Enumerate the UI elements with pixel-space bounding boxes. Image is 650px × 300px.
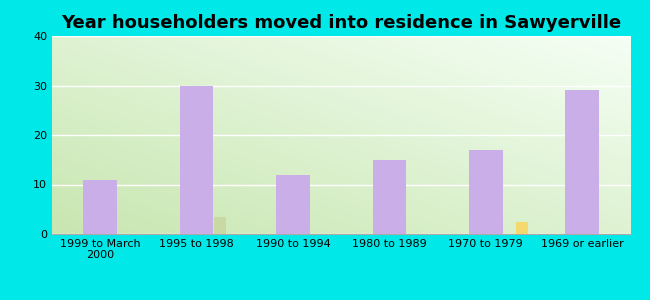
Bar — [566, 90, 599, 234]
Bar — [276, 175, 310, 234]
Bar — [180, 85, 213, 234]
Bar — [469, 150, 502, 234]
Title: Year householders moved into residence in Sawyerville: Year householders moved into residence i… — [61, 14, 621, 32]
Bar — [214, 217, 226, 234]
Bar — [516, 222, 528, 234]
Bar — [83, 179, 117, 234]
Bar — [372, 160, 406, 234]
